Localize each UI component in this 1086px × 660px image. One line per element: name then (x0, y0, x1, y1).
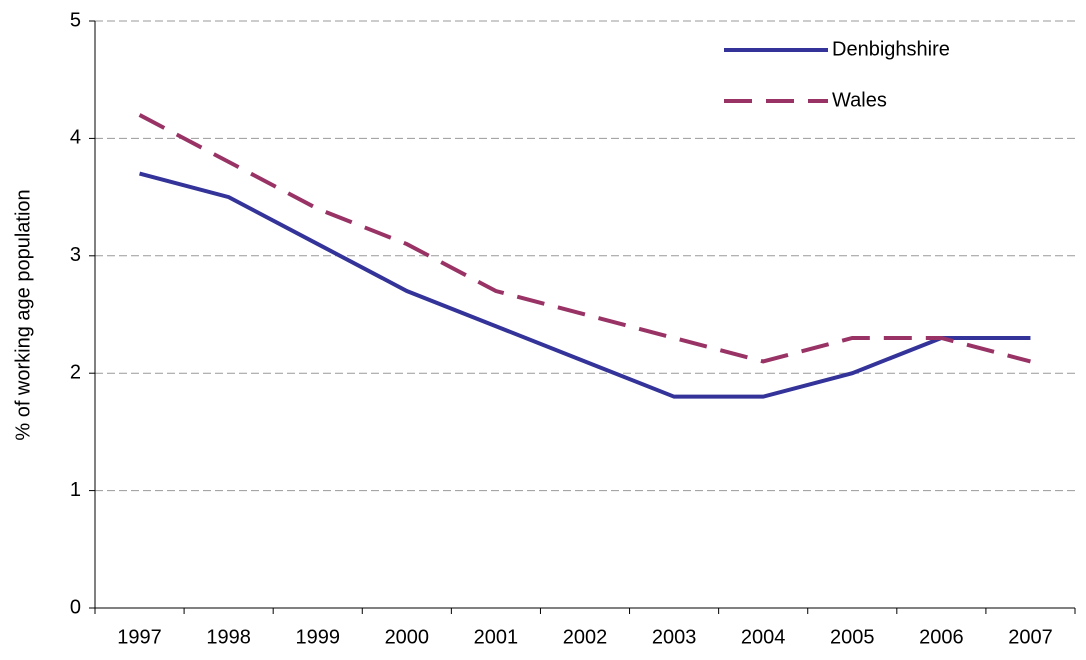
x-tick-label: 2004 (741, 626, 786, 648)
x-tick-label: 2003 (652, 626, 697, 648)
x-tick-label: 2000 (385, 626, 430, 648)
y-tick-label: 5 (70, 9, 81, 31)
x-tick-label: 2002 (563, 626, 608, 648)
y-tick-label: 1 (70, 479, 81, 501)
y-tick-label: 2 (70, 361, 81, 383)
x-tick-label: 2001 (474, 626, 519, 648)
series-line (139, 171, 1031, 399)
x-tick-label: 1997 (117, 626, 162, 648)
legend-label: Wales (832, 89, 887, 111)
x-tick-label: 2006 (919, 626, 964, 648)
y-tick-label: 4 (70, 127, 81, 149)
x-tick-label: 1998 (206, 626, 251, 648)
y-axis-label: % of working age population (12, 189, 34, 440)
y-tick-label: 0 (70, 596, 81, 618)
series-line (138, 113, 1031, 364)
x-tick-label: 1999 (295, 626, 340, 648)
x-tick-label: 2005 (830, 626, 875, 648)
y-tick-label: 3 (70, 244, 81, 266)
x-tick-label: 2007 (1008, 626, 1053, 648)
legend-label: Denbighshire (832, 38, 950, 60)
